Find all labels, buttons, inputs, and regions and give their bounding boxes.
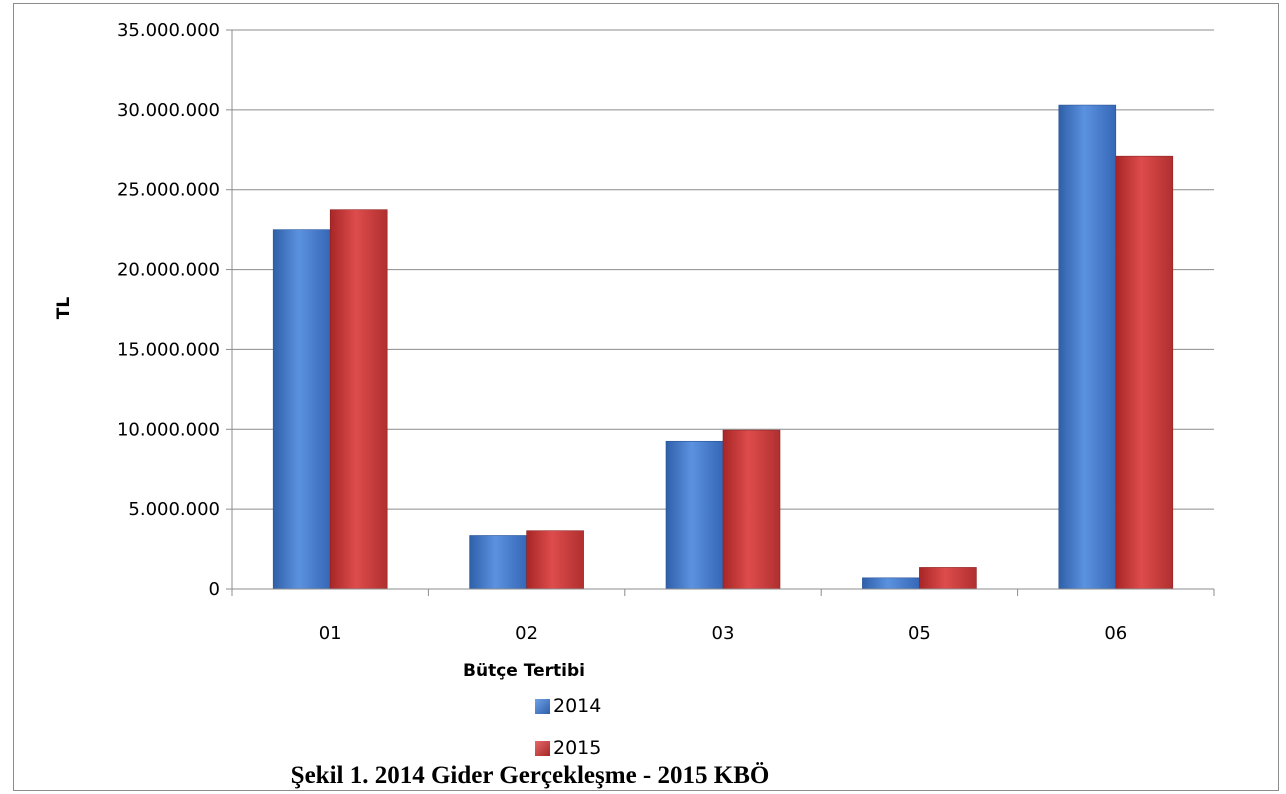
x-tick-label: 06 [1104, 623, 1127, 644]
y-axis-title: TL [54, 297, 74, 320]
bar-2014-03 [665, 440, 724, 590]
bar-2014-05 [862, 577, 920, 590]
bar-2015-01 [329, 209, 388, 590]
bar-2015-05 [919, 567, 977, 590]
x-tick-label: 02 [515, 623, 538, 644]
tick-labels: 0 5.000.000 10.000.000 15.000.000 20.000.000… [117, 20, 1127, 644]
bars [272, 104, 1174, 590]
bar-2015-02 [526, 530, 584, 590]
legend-swatch-2015 [535, 740, 550, 756]
legend-item-2014: 2014 [535, 695, 601, 717]
legend-label-2015: 2015 [553, 737, 602, 759]
bar-2015-06 [1115, 155, 1174, 590]
x-tick-label: 05 [908, 623, 931, 644]
legend-swatch-2014 [535, 698, 550, 714]
x-tick-label: 01 [319, 623, 342, 644]
bar-2014-02 [469, 535, 527, 590]
gridlines [232, 29, 1214, 510]
legend-label-2014: 2014 [553, 695, 602, 717]
y-tick-label: 25.000.000 [117, 180, 220, 201]
x-axis-title: Bütçe Tertibi [463, 661, 585, 681]
x-tick-label: 03 [712, 623, 735, 644]
y-tick-label: 15.000.000 [117, 339, 220, 360]
bar-2014-06 [1058, 104, 1117, 590]
legend-item-2015: 2015 [535, 737, 601, 759]
chart-frame [13, 3, 1279, 791]
y-tick-label: 20.000.000 [117, 260, 220, 281]
axes [226, 29, 1215, 596]
bar-2014-01 [272, 229, 331, 590]
y-tick-label: 30.000.000 [117, 100, 220, 121]
y-tick-label: 35.000.000 [117, 20, 220, 41]
y-tick-label: 0 [209, 579, 220, 600]
y-tick-label: 5.000.000 [128, 499, 220, 520]
bar-2015-03 [722, 429, 781, 590]
y-tick-label: 10.000.000 [117, 419, 220, 440]
figure-caption: Şekil 1. 2014 Gider Gerçekleşme - 2015 K… [290, 762, 770, 789]
